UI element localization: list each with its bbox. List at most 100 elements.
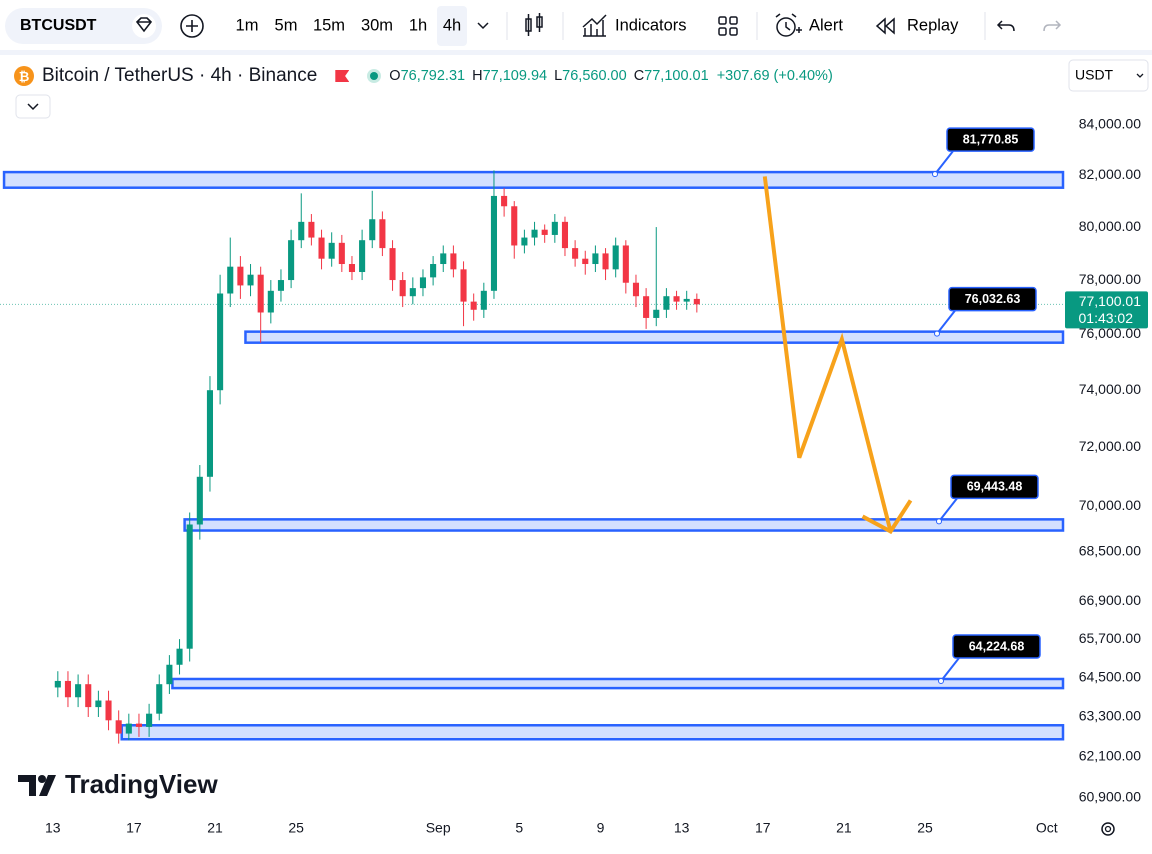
price-tag-label: 64,224.68	[969, 639, 1025, 653]
candle-body	[206, 390, 214, 477]
y-tick-label: 64,500.00	[1079, 668, 1141, 684]
candle-body	[105, 700, 112, 721]
legend-toggle-chevron	[27, 103, 39, 111]
ohlc-value: 77,100.01	[644, 68, 709, 84]
candle-body	[186, 524, 193, 649]
undo-icon[interactable]	[996, 20, 1015, 32]
interval-chevron[interactable]	[477, 22, 489, 30]
candle-body	[693, 298, 700, 305]
candle-body	[166, 664, 173, 685]
symbol[interactable]: BTCUSDT	[20, 17, 97, 34]
candle-body	[64, 680, 72, 698]
alert-icon[interactable]	[775, 13, 802, 37]
brand-logo	[18, 775, 56, 796]
candle-body	[511, 206, 518, 246]
countdown: 01:43:02	[1079, 310, 1134, 326]
y-tick-label: 78,000.00	[1079, 271, 1141, 287]
candle-body	[359, 240, 366, 273]
currency[interactable]: USDT	[1075, 67, 1114, 83]
price-tag	[950, 474, 1039, 500]
candle-body	[409, 288, 416, 297]
x-tick-label: 25	[917, 820, 933, 836]
candle-body	[348, 264, 356, 273]
candle-body	[430, 264, 437, 278]
candle-body	[237, 266, 244, 286]
candle-body	[643, 296, 650, 318]
candle-body	[592, 253, 599, 265]
interval-button[interactable]: 1m	[236, 16, 259, 34]
support-zone	[2, 170, 1065, 189]
price-tag	[948, 286, 1037, 312]
candle-body	[308, 221, 315, 238]
price-tag	[952, 634, 1041, 659]
interval-button[interactable]: 4h	[443, 16, 461, 34]
layouts-icon[interactable]	[718, 16, 738, 36]
x-tick-label: 21	[207, 820, 223, 836]
candle-body	[247, 274, 254, 286]
replay-icon[interactable]	[875, 17, 895, 35]
interval-button[interactable]: 1h	[409, 16, 427, 34]
y-tick-label: 66,900.00	[1079, 592, 1141, 608]
candle-body	[440, 253, 447, 265]
indicators-icon[interactable]	[582, 14, 607, 37]
currency-select[interactable]	[1068, 59, 1149, 92]
candle-body	[95, 700, 102, 708]
x-tick-label: Sep	[426, 820, 451, 836]
toolbar-bg	[0, 0, 1152, 50]
candle-body	[54, 680, 61, 688]
replay-button[interactable]: Replay	[907, 16, 959, 34]
active-interval-bg	[437, 6, 467, 46]
add-icon-cross	[186, 20, 198, 32]
x-tick-label: 17	[755, 820, 771, 836]
ohlc-values: O76,792.31 H77,109.94 L76,560.00 C77,100.01	[389, 68, 708, 84]
settings-icon[interactable]	[1101, 822, 1115, 836]
candle-body	[217, 293, 224, 391]
y-tick-label: 68,500.00	[1079, 543, 1141, 559]
indicators-button[interactable]: Indicators	[615, 16, 687, 34]
candle-body	[561, 221, 569, 249]
candle-type-icon[interactable]	[525, 13, 543, 36]
candle-body	[450, 253, 457, 270]
ohlc-value: 76,560.00	[562, 68, 627, 84]
toolbar-divider	[0, 50, 1152, 55]
candle-body	[196, 476, 203, 525]
candle-body	[146, 713, 153, 727]
legend-toggle[interactable]	[15, 94, 51, 119]
y-tick-label: 72,000.00	[1079, 438, 1141, 454]
x-tick-label: Oct	[1036, 820, 1058, 836]
candle-body	[369, 219, 376, 241]
candle-body	[460, 269, 467, 302]
candle-body	[85, 684, 92, 708]
candle-body	[612, 245, 619, 270]
candle-body	[531, 229, 538, 238]
candle-body	[521, 237, 528, 246]
candle-body	[115, 720, 122, 734]
add-icon[interactable]	[180, 14, 204, 38]
alert-button[interactable]: Alert	[809, 16, 843, 34]
interval-button[interactable]: 30m	[361, 16, 393, 34]
candle-body	[318, 237, 325, 259]
price-tag	[946, 127, 1035, 152]
x-tick-label: 21	[836, 820, 852, 836]
candle-body	[622, 245, 629, 283]
candle-body	[572, 248, 579, 259]
flag-icon	[335, 70, 350, 82]
interval-button[interactable]: 15m	[313, 16, 345, 34]
candle-body	[501, 195, 508, 207]
interval-button[interactable]: 5m	[275, 16, 298, 34]
candle-body	[257, 274, 264, 313]
y-tick-label: 82,000.00	[1079, 166, 1141, 182]
redo-icon[interactable]	[1043, 20, 1062, 32]
support-zone	[120, 724, 1065, 741]
candle-body	[683, 298, 690, 302]
candle-body	[176, 648, 183, 665]
ohlc-item: C77,100.01	[634, 68, 709, 84]
x-tick-label: 13	[674, 820, 690, 836]
candle-body	[379, 219, 386, 249]
candle-body	[419, 277, 427, 289]
projection-path	[762, 176, 893, 532]
symbol-box[interactable]	[5, 8, 162, 44]
